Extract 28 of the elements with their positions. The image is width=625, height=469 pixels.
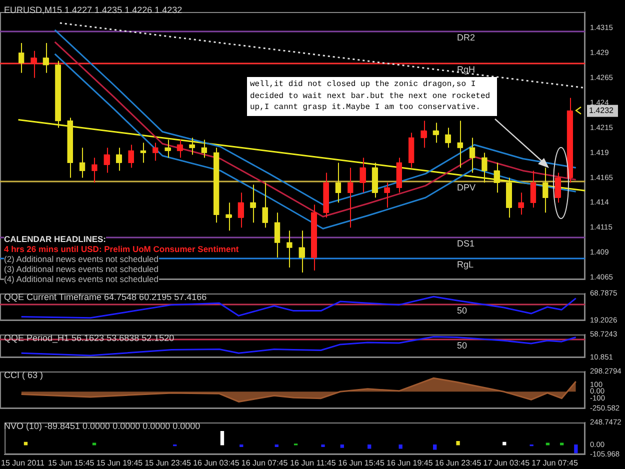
annotation: well,it did not closed up the zonic dragon,so I decided to wait next bar.but the next one rocketed up,I cannt grasp it.Maybe I am too conservative. bbox=[247, 77, 497, 116]
annotation: CALENDAR HEADLINES: bbox=[4, 234, 106, 244]
annotation: 4 hrs 26 mins until USD: Prelim UoM Consumer Sentiment bbox=[4, 244, 239, 254]
ref-line-label: 50 bbox=[457, 305, 468, 316]
chart-title: QQE Current Timeframe 64.7548 60.2195 57.4166 bbox=[4, 292, 207, 302]
x-tick-label: 16 Jun 11:45 bbox=[290, 458, 336, 468]
x-tick-label: 17 Jun 07:45 bbox=[532, 458, 578, 468]
annotation: (3) Additional news events not scheduled bbox=[4, 264, 159, 274]
x-tick-label: 16 Jun 23:45 bbox=[434, 458, 482, 468]
ref-line-label: RgH bbox=[457, 64, 476, 74]
annotation: (2) Additional news events not scheduled bbox=[4, 254, 159, 264]
ref-line-label: RgL bbox=[457, 259, 474, 270]
ref-line-label: 50 bbox=[457, 340, 468, 350]
chart-title: CCI ( 63 ) bbox=[4, 370, 44, 380]
annotation: (4) Additional news events not scheduled bbox=[4, 274, 159, 284]
ref-line-label: DS1 bbox=[457, 238, 475, 248]
ref-line-label: DPV bbox=[457, 182, 476, 192]
x-tick-label: 17 Jun 03:45 bbox=[483, 458, 530, 468]
x-tick-label: 16 Jun 19:45 bbox=[386, 458, 434, 468]
ref-line-label: DR2 bbox=[457, 32, 476, 42]
x-tick-label: 16 Jun 15:45 bbox=[338, 458, 385, 468]
text: 1.4232 bbox=[589, 106, 614, 116]
x-tick-label: 16 Jun 07:45 bbox=[241, 458, 288, 468]
x-tick-label: 16 Jun 03:45 bbox=[193, 458, 240, 468]
x-tick-label: 15 Jun 15:45 bbox=[48, 458, 95, 468]
x-tick-label: 15 Jun 23:45 bbox=[144, 458, 192, 468]
x-tick-label: 15 Jun 2011 bbox=[0, 458, 45, 468]
x-tick-label: 15 Jun 19:45 bbox=[96, 458, 144, 468]
